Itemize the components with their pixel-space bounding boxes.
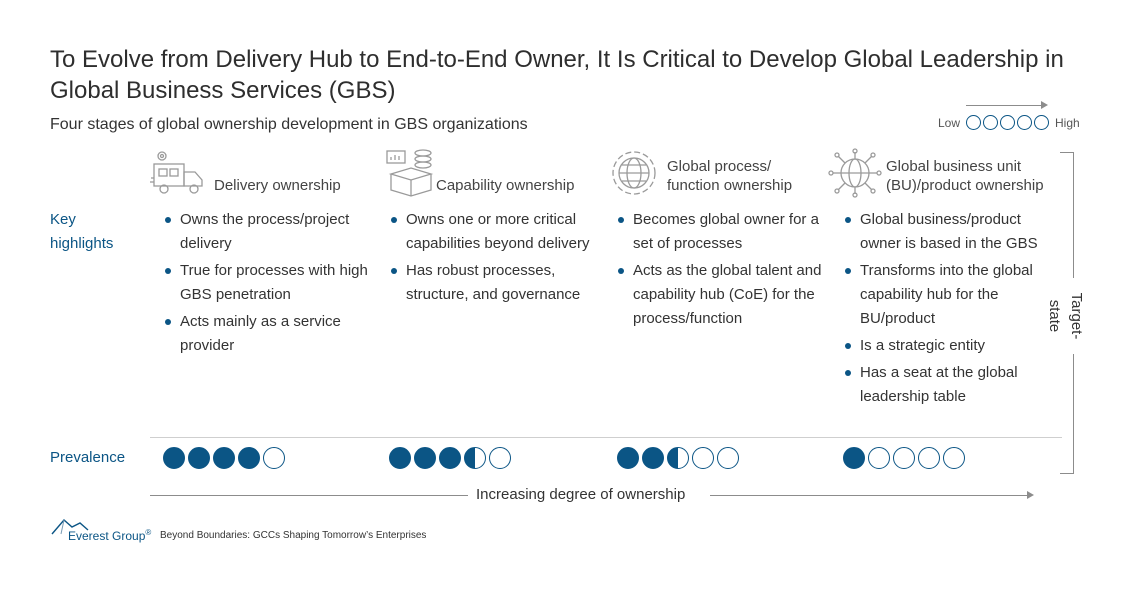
stage-label-global-process-1: Global process/ <box>667 158 772 175</box>
row-divider <box>150 437 1062 438</box>
highlight-item: Owns one or more critical capabilities b… <box>390 208 605 256</box>
highlight-item: True for processes with high GBS penetra… <box>164 259 379 307</box>
stage-header-global-process: Global process/ function ownership <box>605 146 830 200</box>
footer-brand-name: Everest Group <box>68 529 146 543</box>
highlights-delivery: Owns the process/project delivery True f… <box>164 208 379 361</box>
legend-circle <box>1000 115 1015 130</box>
prevalence-circle <box>263 447 285 469</box>
highlight-item: Transforms into the global capability hu… <box>844 259 1056 331</box>
highlights-global-process: Becomes global owner for a set of proces… <box>617 208 827 334</box>
page-title: To Evolve from Delivery Hub to End-to-En… <box>50 46 1064 104</box>
ownership-arrow-label: Increasing degree of ownership <box>476 486 686 503</box>
prevalence-circle <box>464 447 486 469</box>
prevalence-circle <box>918 447 940 469</box>
prevalence-rating-capability <box>389 447 511 469</box>
prevalence-circle <box>188 447 210 469</box>
highlight-item: Acts as the global talent and capability… <box>617 259 827 331</box>
highlight-item: Is a strategic entity <box>844 334 1056 358</box>
legend-circle <box>1017 115 1032 130</box>
target-state-label: Target-state <box>1046 278 1087 354</box>
stage-header-delivery: Delivery ownership <box>150 146 370 200</box>
stage-label-delivery: Delivery ownership <box>214 177 341 194</box>
page-subtitle: Four stages of global ownership developm… <box>50 116 528 133</box>
row-label-prevalence: Prevalence <box>50 449 126 466</box>
prevalence-circle <box>238 447 260 469</box>
stage-label-global-bu-2: (BU)/product ownership <box>886 177 1044 194</box>
prevalence-circle <box>843 447 865 469</box>
highlights-global-bu: Global business/product owner is based i… <box>844 208 1056 412</box>
footer-brand-reg: ® <box>145 528 152 537</box>
prevalence-circle <box>868 447 890 469</box>
ownership-arrow-right <box>710 491 1034 499</box>
legend-arrow <box>966 101 1048 109</box>
legend-circles <box>966 115 1049 130</box>
prevalence-circle <box>943 447 965 469</box>
prevalence-circle <box>717 447 739 469</box>
prevalence-circle <box>389 447 411 469</box>
global-network-icon <box>828 148 882 198</box>
capability-box-icon <box>386 149 434 197</box>
legend-circle <box>1034 115 1049 130</box>
legend-low-label: Low <box>938 116 961 130</box>
prevalence-circle <box>414 447 436 469</box>
delivery-truck-icon <box>150 151 203 194</box>
prevalence-circle <box>213 447 235 469</box>
highlight-item: Becomes global owner for a set of proces… <box>617 208 827 256</box>
highlight-item: Has robust processes, structure, and gov… <box>390 259 605 307</box>
prevalence-circle <box>163 447 185 469</box>
prevalence-circle <box>692 447 714 469</box>
prevalence-circle <box>439 447 461 469</box>
prevalence-circle <box>893 447 915 469</box>
stage-label-capability: Capability ownership <box>436 177 575 194</box>
ownership-arrow-left <box>150 495 468 496</box>
legend-circle <box>966 115 981 130</box>
prevalence-circle <box>642 447 664 469</box>
row-label-key-highlights: Key highlights <box>50 211 114 252</box>
prevalence-circle <box>617 447 639 469</box>
highlight-item: Global business/product owner is based i… <box>844 208 1056 256</box>
footer-tagline: Beyond Boundaries: GCCs Shaping Tomorrow… <box>160 530 427 541</box>
prevalence-circle <box>489 447 511 469</box>
highlight-item: Has a seat at the global leadership tabl… <box>844 361 1056 409</box>
legend-circle <box>983 115 998 130</box>
footer-brand: Everest Group® <box>68 528 151 543</box>
prevalence-circle <box>667 447 689 469</box>
highlight-item: Acts mainly as a service provider <box>164 310 379 358</box>
globe-gear-icon <box>612 151 656 195</box>
stage-label-global-process-2: function ownership <box>667 177 793 194</box>
prevalence-rating-global-process <box>617 447 739 469</box>
highlight-item: Owns the process/project delivery <box>164 208 379 256</box>
prevalence-rating-delivery <box>163 447 285 469</box>
highlights-capability: Owns one or more critical capabilities b… <box>390 208 605 310</box>
stage-header-global-bu: Global business unit (BU)/product owners… <box>826 146 1061 200</box>
stage-label-global-bu-1: Global business unit <box>886 158 1022 175</box>
everest-logo-icon <box>51 519 89 535</box>
stage-header-capability: Capability ownership <box>385 146 605 200</box>
prevalence-legend: Low High <box>936 100 1086 136</box>
prevalence-rating-global-bu <box>843 447 965 469</box>
legend-high-label: High <box>1055 116 1080 130</box>
